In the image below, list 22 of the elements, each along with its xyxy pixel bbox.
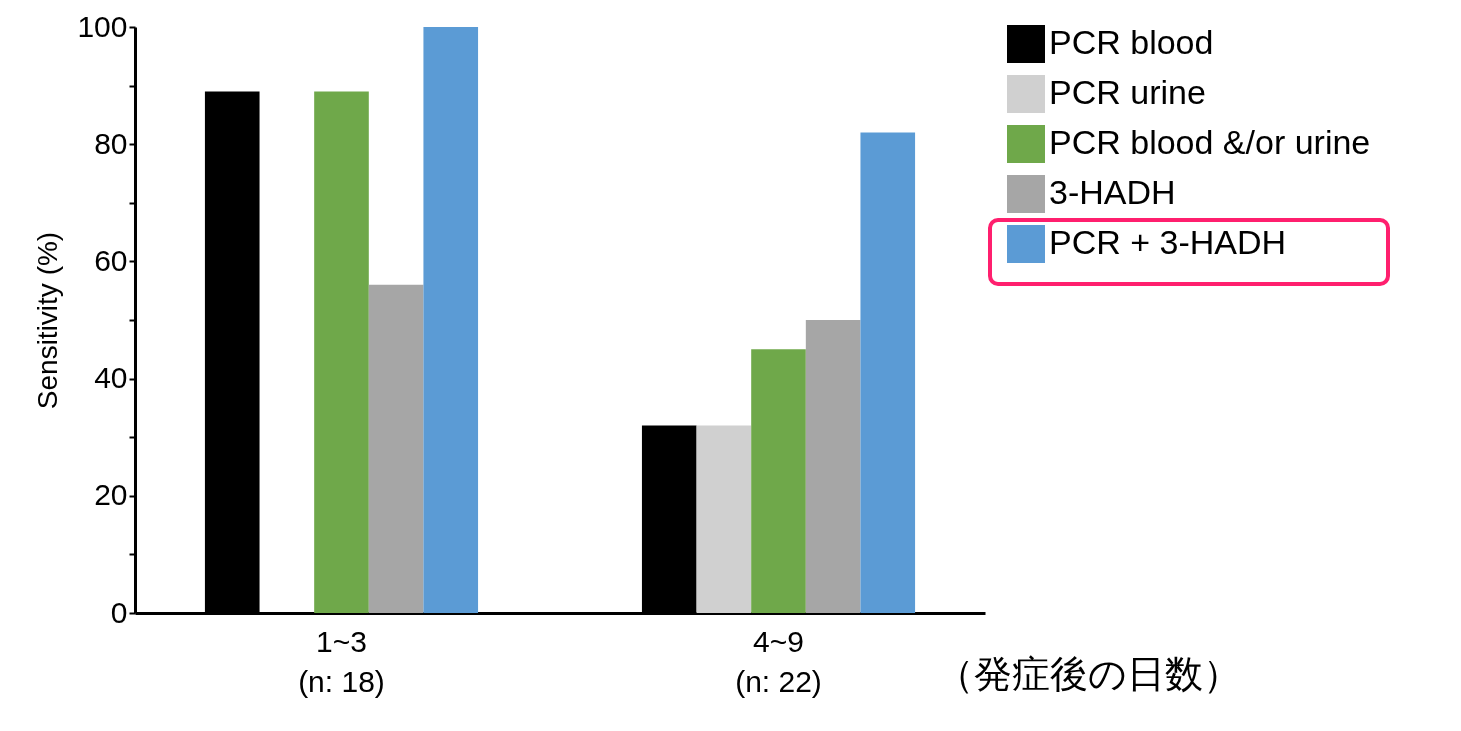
- bar: [368, 284, 424, 613]
- bar: [696, 425, 752, 613]
- y-tick-label: 80: [94, 126, 128, 160]
- y-tick-label: 40: [94, 361, 128, 395]
- legend-label: PCR + 3-HADH: [1049, 223, 1287, 261]
- bar: [860, 132, 916, 613]
- x-axis-title: （発症後の日数）: [935, 652, 1241, 695]
- legend-label: 3-HADH: [1049, 173, 1176, 211]
- x-tick-label: 4~9 (n: 22): [735, 624, 822, 698]
- bar: [751, 349, 806, 613]
- bar: [805, 320, 861, 613]
- legend-label: PCR blood: [1049, 23, 1214, 61]
- x-tick-label: 1~3 (n: 18): [298, 624, 385, 698]
- y-tick-label: 20: [94, 478, 128, 512]
- y-tick-label: 60: [94, 243, 128, 277]
- legend-label: PCR urine: [1049, 73, 1206, 111]
- y-axis-title: Sensitivity (%): [32, 231, 64, 410]
- bar: [423, 27, 479, 613]
- y-tick-label: 100: [77, 9, 128, 43]
- legend-label: PCR blood &/or urine: [1049, 123, 1371, 161]
- y-tick-label: 0: [110, 595, 128, 629]
- bar: [314, 91, 369, 613]
